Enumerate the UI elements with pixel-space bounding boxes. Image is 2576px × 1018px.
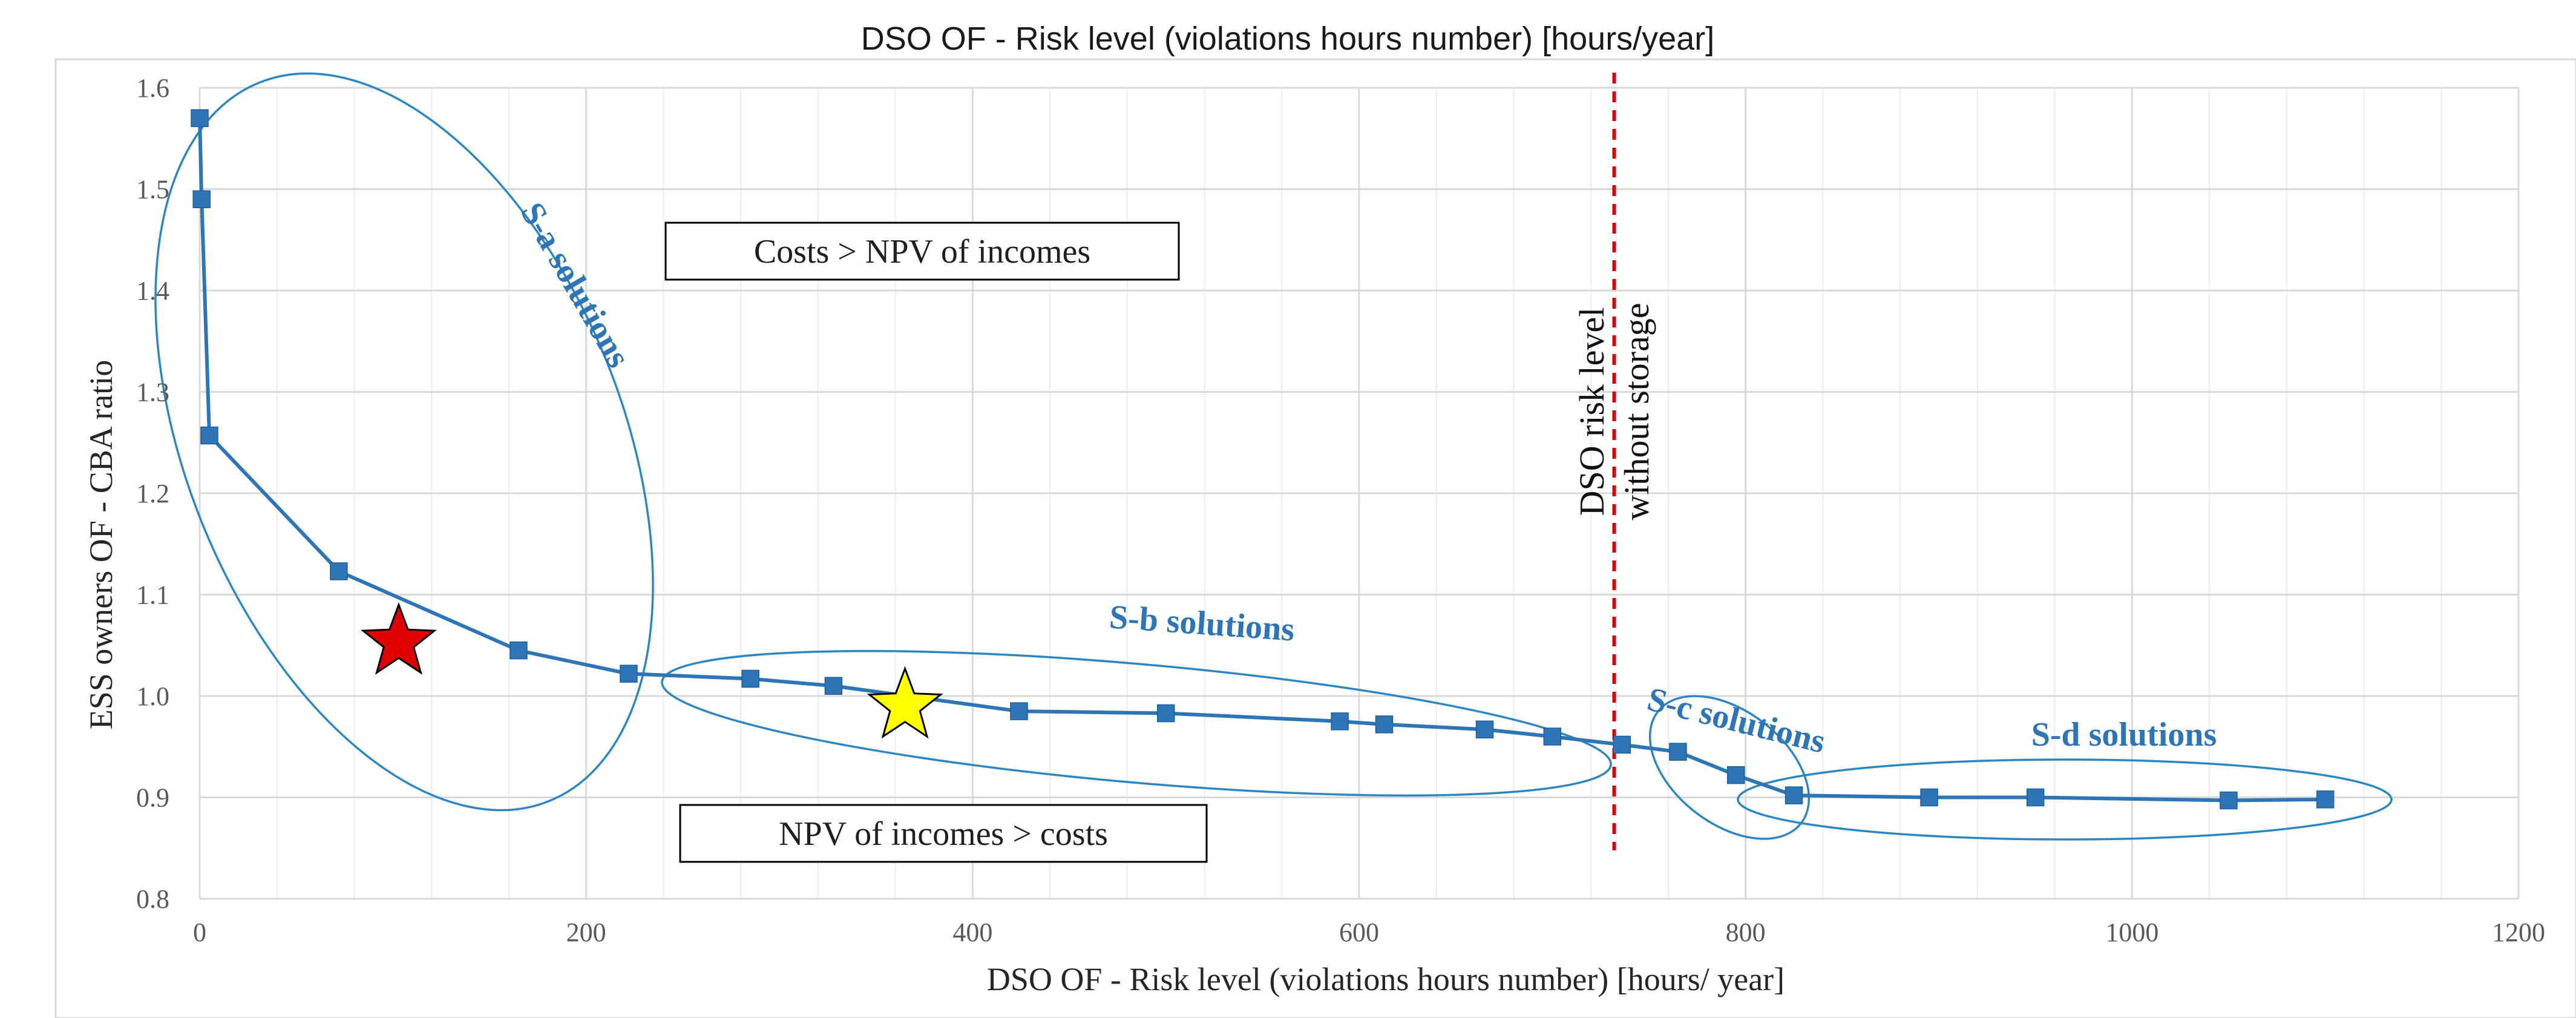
red-star-marker: [360, 602, 437, 675]
data-point: [1375, 715, 1394, 734]
data-point: [200, 426, 218, 445]
y-tick-label: 1.4: [136, 276, 169, 306]
costs-box-text: Costs > NPV of incomes: [754, 233, 1090, 271]
data-point: [1010, 702, 1028, 720]
x-tick-labels: 0 200 400 600 800 1000 1200: [193, 918, 2545, 947]
x-tick-label: 200: [566, 918, 606, 947]
x-tick-label: 1000: [2105, 918, 2158, 947]
x-tick-label: 600: [1339, 918, 1379, 947]
y-tick-label: 1.6: [136, 73, 169, 103]
y-axis-title: ESS owners OF - CBA ratio: [83, 360, 119, 730]
data-point: [330, 562, 348, 580]
data-point: [1726, 766, 1745, 784]
y-tick-label: 1.1: [136, 580, 169, 610]
data-point: [1543, 727, 1562, 746]
data-point: [191, 109, 209, 127]
data-point: [1613, 735, 1631, 754]
sa-ellipse: [154, 72, 654, 812]
x-tick-label: 400: [952, 918, 992, 947]
data-point: [2026, 788, 2045, 807]
chart-area: [54, 58, 2576, 1018]
series-group: [191, 109, 2335, 810]
y-tick-label: 1.5: [136, 175, 169, 205]
data-point: [2220, 791, 2238, 810]
x-tick-label: 1200: [2492, 918, 2545, 947]
sb-ellipse: [661, 649, 1612, 797]
npv-box-text: NPV of incomes > costs: [779, 815, 1108, 853]
data-point: [510, 641, 528, 660]
data-point: [620, 665, 638, 683]
data-point: [1156, 704, 1175, 723]
sd-ellipse: [1737, 758, 2393, 841]
data-point: [824, 677, 843, 695]
yellow-star-marker: [867, 666, 943, 739]
highlight-stars: [360, 602, 943, 739]
y-tick-label: 1.3: [136, 378, 169, 407]
data-point: [2316, 790, 2335, 809]
y-tick-label: 0.8: [136, 884, 169, 914]
y-tick-label: 1.0: [136, 681, 169, 711]
data-point: [1920, 788, 1938, 807]
data-point: [1669, 743, 1687, 761]
series-line: [198, 118, 2325, 803]
sd-solutions-label: S-d solutions: [2031, 716, 2217, 754]
costs-box: [664, 222, 1180, 281]
solution-ellipses: [154, 72, 2393, 841]
y-tick-labels: 0.8 0.9 1.0 1.1 1.2 1.3 1.4 1.5 1.6: [136, 73, 169, 914]
dso-label-line1: DSO risk level: [1572, 307, 1611, 516]
data-point: [192, 190, 211, 208]
x-axis-title: DSO OF - Risk level (violations hours nu…: [987, 961, 1785, 997]
data-point: [1475, 720, 1494, 739]
npv-box: [679, 804, 1208, 863]
x-tick-label: 0: [193, 918, 206, 947]
data-point: [741, 669, 759, 688]
y-tick-label: 0.9: [136, 783, 169, 813]
y-tick-label: 1.2: [136, 479, 169, 508]
chart-title: DSO OF - Risk level (violations hours nu…: [861, 21, 1714, 57]
data-point: [1331, 712, 1349, 731]
x-tick-label: 800: [1726, 918, 1766, 947]
data-point: [1785, 786, 1803, 804]
dso-label-line2: without storage: [1617, 303, 1656, 520]
